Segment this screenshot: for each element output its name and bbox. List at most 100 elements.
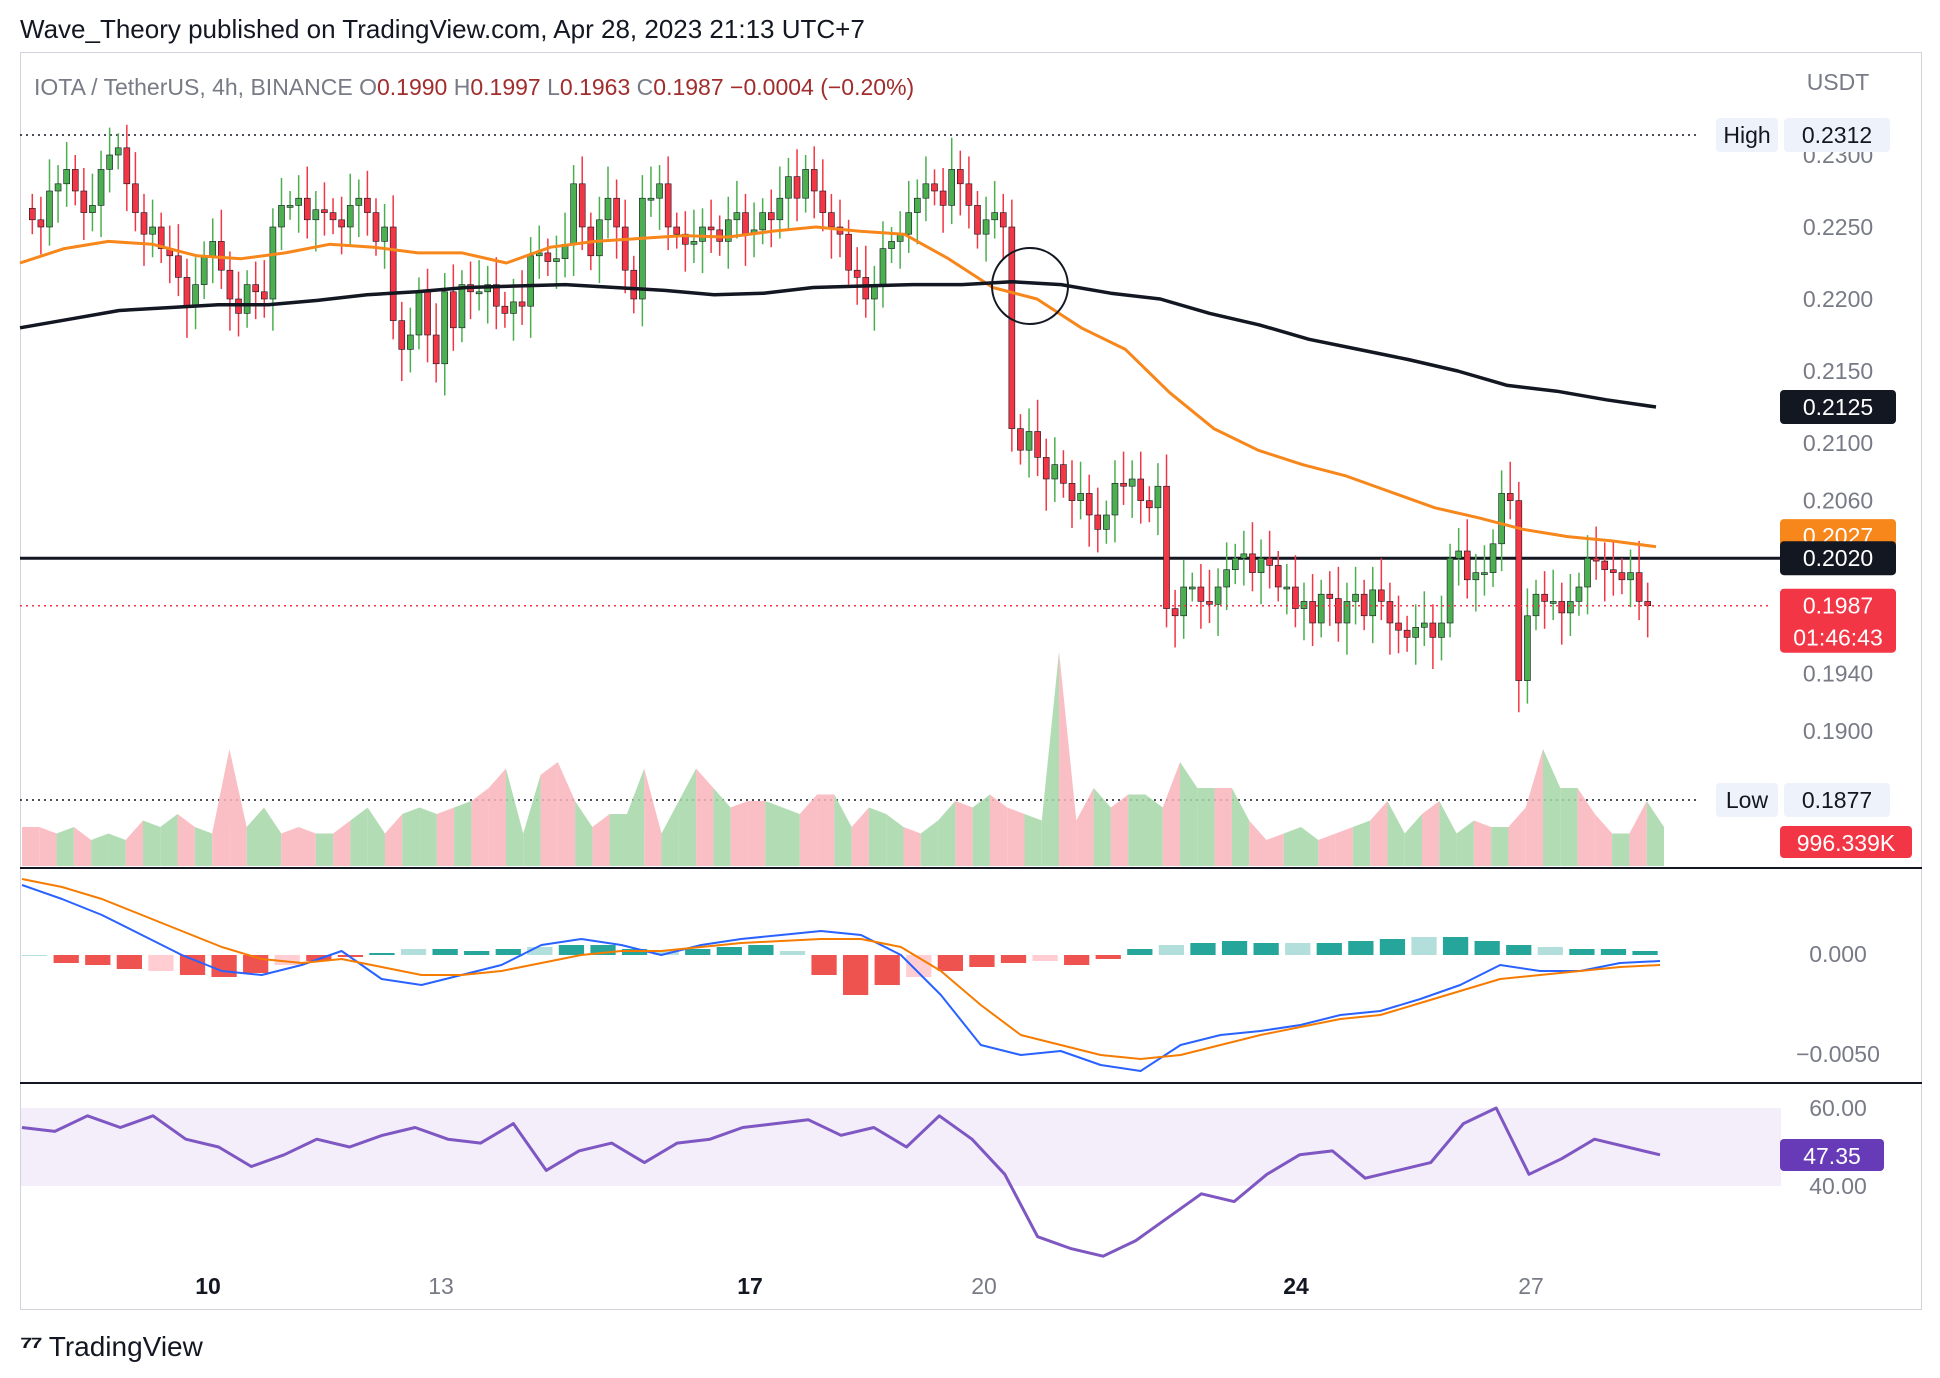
- volume-bar: [886, 814, 904, 866]
- time-axis-tick: 20: [971, 1273, 997, 1299]
- volume-bar: [868, 807, 887, 866]
- ema50-line: [19, 225, 1657, 549]
- candle-body: [1223, 569, 1230, 588]
- macd-histogram-bar: [1285, 943, 1311, 955]
- macd-histogram-bar: [969, 955, 995, 967]
- macd-histogram-bar: [1474, 941, 1500, 955]
- signal-line: [21, 878, 1661, 1060]
- macd-histogram-bar: [843, 955, 869, 995]
- candle-body: [914, 197, 921, 213]
- candle-body: [123, 147, 131, 185]
- candle-body: [346, 205, 354, 228]
- candle-body: [175, 255, 182, 278]
- volume-bar: [1249, 820, 1267, 866]
- candle-body: [1567, 601, 1574, 614]
- candle-body: [974, 205, 981, 235]
- volume-bar: [1145, 794, 1163, 866]
- candle-body: [656, 183, 663, 199]
- candle-body: [303, 197, 311, 221]
- candle-body: [527, 255, 534, 307]
- candle-body: [1369, 589, 1377, 617]
- candle-body: [733, 212, 741, 221]
- candle-body: [759, 212, 766, 231]
- candle-body: [1077, 493, 1084, 501]
- candle-body: [450, 291, 457, 329]
- time-axis-tick: 10: [195, 1273, 221, 1299]
- candle-body: [802, 169, 809, 199]
- candle-body: [767, 212, 775, 221]
- candle-body: [828, 212, 835, 228]
- candle-body: [209, 241, 217, 257]
- volume-bar: [1525, 749, 1544, 866]
- candle-body: [364, 197, 371, 213]
- macd-histogram-bar: [1253, 943, 1279, 955]
- volume-bar: [1577, 788, 1595, 866]
- macd-histogram-bar: [495, 949, 521, 955]
- time-axis-tick: 27: [1518, 1273, 1544, 1299]
- candle-body: [1231, 557, 1239, 571]
- volume-bar: [1283, 827, 1302, 866]
- candle-body: [639, 197, 646, 300]
- macd-line: [21, 884, 1661, 1072]
- candle-body: [1188, 586, 1196, 590]
- volume-bar: [212, 749, 230, 866]
- candle-body: [398, 320, 406, 350]
- footer-brand[interactable]: TradingView: [48, 1331, 203, 1362]
- volume-bar: [851, 807, 869, 866]
- macd-histogram-bar: [1411, 937, 1437, 955]
- high-label: High: [1723, 122, 1770, 148]
- candle-body: [432, 334, 440, 365]
- volume-bar: [419, 807, 437, 866]
- candle-body: [140, 212, 148, 235]
- candle-body: [965, 183, 973, 206]
- volume-bar: [1473, 820, 1492, 866]
- macd-histogram-bar: [1095, 955, 1121, 959]
- ema200-tag-bg: [1780, 390, 1896, 424]
- candle-body: [89, 205, 96, 213]
- macd-histogram-bar: [432, 949, 458, 955]
- candle-body: [673, 226, 681, 235]
- candle-body: [1274, 565, 1282, 588]
- low-value-bg: [1784, 783, 1890, 817]
- volume-bar: [747, 801, 766, 866]
- candle-body: [338, 219, 345, 228]
- volume-bar: [73, 827, 92, 866]
- candle-body: [879, 248, 887, 285]
- candle-body: [1068, 483, 1076, 501]
- candle-body: [321, 209, 328, 213]
- volume-bar: [1214, 788, 1232, 866]
- candle-body: [707, 226, 715, 231]
- candle-body: [1343, 601, 1351, 624]
- candle-body: [1309, 601, 1316, 624]
- candle-body: [28, 207, 36, 221]
- candle-body: [1240, 553, 1248, 559]
- candle-body: [1472, 572, 1480, 581]
- volume-bar: [108, 833, 126, 866]
- candle-body: [570, 183, 577, 245]
- candle-body: [613, 197, 620, 228]
- rsi-line: [21, 1106, 1661, 1258]
- candle-body: [252, 284, 260, 293]
- macd-histogram-bar: [1569, 949, 1595, 955]
- candle-body: [106, 154, 113, 170]
- volume-bar: [1508, 807, 1526, 866]
- rsi-tag-bg: [1780, 1139, 1884, 1171]
- volume-bar: [1301, 827, 1319, 866]
- candle-body: [939, 190, 947, 206]
- volume-bar: [1439, 801, 1457, 866]
- candle-body: [1463, 550, 1471, 581]
- footer: ⁷⁷ TradingView: [20, 1330, 203, 1364]
- volume-bar: [920, 820, 939, 866]
- candle-body: [1266, 557, 1273, 566]
- candle-body: [630, 269, 638, 300]
- volume-bar: [160, 814, 178, 866]
- candle-body: [278, 205, 285, 228]
- chart-frame: [20, 52, 1922, 1310]
- volume-bar: [177, 814, 195, 866]
- volume-bar: [575, 801, 593, 866]
- candle-body: [1541, 593, 1548, 602]
- candle-body: [441, 291, 449, 365]
- candle-body: [1283, 586, 1291, 590]
- candle-body: [1403, 629, 1411, 638]
